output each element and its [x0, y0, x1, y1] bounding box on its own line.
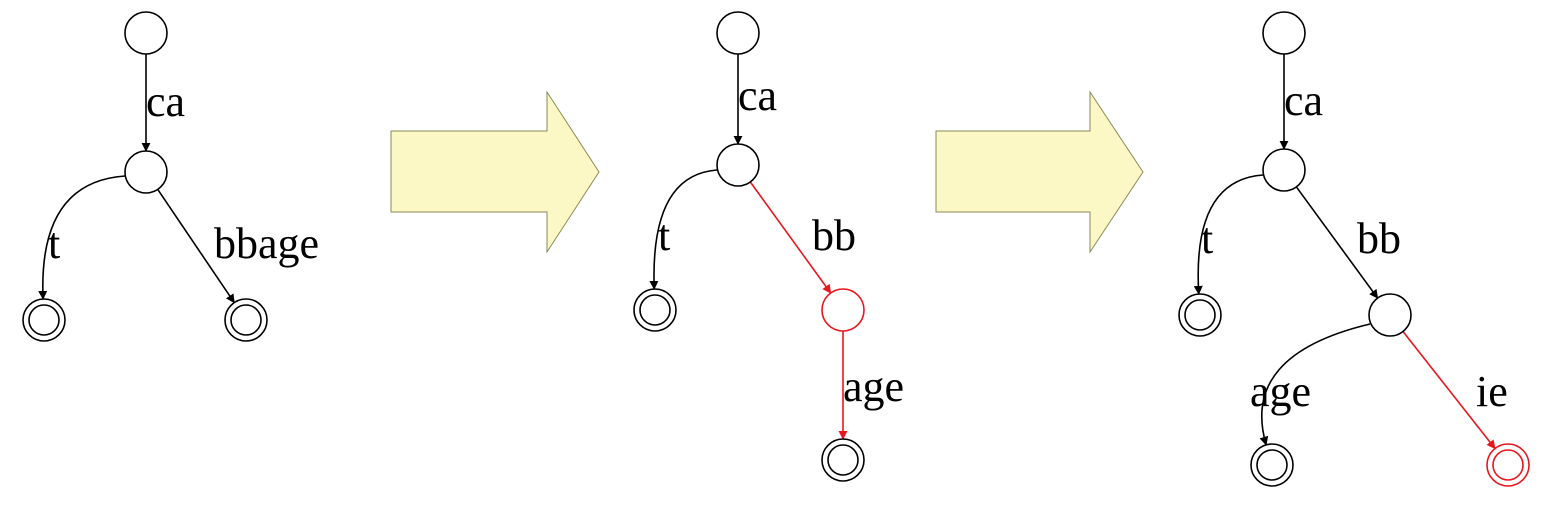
- node-inner-ring: [639, 294, 671, 326]
- node-circle: [1368, 293, 1412, 337]
- edge-label: ca: [738, 71, 777, 120]
- accepting-node: [1178, 293, 1222, 337]
- edge-label: ca: [1284, 76, 1323, 125]
- node-inner-ring: [1184, 299, 1216, 331]
- transition-arrow-2: [935, 90, 1144, 254]
- edge-n-bb-to-leaf-age: [1259, 323, 1371, 446]
- node-circle: [1262, 148, 1306, 192]
- trie-panel-1: ca t bbage: [22, 11, 319, 342]
- node-inner-ring: [28, 304, 60, 336]
- edge-label: age: [1250, 367, 1311, 416]
- trie-panel-2: ca t bb age: [633, 11, 904, 482]
- edge-n1-to-n-bb: [1295, 186, 1379, 299]
- edge-label: age: [843, 362, 904, 411]
- node-inner-ring: [827, 444, 859, 476]
- state-node: [1262, 148, 1306, 192]
- node-inner-ring: [1492, 449, 1524, 481]
- trie-panel-3: ca t bb age ie: [1178, 11, 1530, 487]
- edge-label: ie: [1476, 367, 1508, 416]
- accepting-node: [1486, 443, 1530, 487]
- node-inner-ring: [230, 304, 262, 336]
- state-node: [716, 143, 760, 187]
- state-node: [716, 11, 760, 55]
- edge-n1-to-leaf-t: [649, 169, 718, 290]
- edge-label: t: [48, 219, 60, 268]
- state-node: [124, 11, 168, 55]
- edge-n1-to-n-bb: [749, 181, 832, 294]
- node-circle: [124, 11, 168, 55]
- node-circle: [821, 288, 865, 332]
- state-node: [1262, 11, 1306, 55]
- node-circle: [124, 150, 168, 194]
- node-circle: [1262, 11, 1306, 55]
- edge-n-bb-to-leaf-ie: [1402, 331, 1496, 450]
- edge-label: bb: [812, 211, 856, 260]
- edge-n1-to-leaf-t: [1193, 174, 1264, 295]
- state-node: [821, 288, 865, 332]
- node-circle: [716, 11, 760, 55]
- edge-label: ca: [146, 77, 185, 126]
- edge-label: bb: [1357, 214, 1401, 263]
- state-node: [1368, 293, 1412, 337]
- right-arrow-icon: [935, 90, 1144, 254]
- edge-label: bbage: [214, 219, 319, 268]
- edge-label: t: [658, 211, 670, 260]
- accepting-node: [633, 288, 677, 332]
- accepting-node: [224, 298, 268, 342]
- accepting-node: [1250, 443, 1294, 487]
- edge-n1-to-leaf-t: [38, 175, 126, 300]
- node-inner-ring: [1256, 449, 1288, 481]
- edge-label: t: [1201, 214, 1213, 263]
- state-node: [124, 150, 168, 194]
- node-circle: [716, 143, 760, 187]
- right-arrow-icon: [390, 90, 600, 254]
- edge-n1-to-leaf-bbage: [157, 188, 235, 304]
- transition-arrow-1: [390, 90, 600, 254]
- accepting-node: [821, 438, 865, 482]
- accepting-node: [22, 298, 66, 342]
